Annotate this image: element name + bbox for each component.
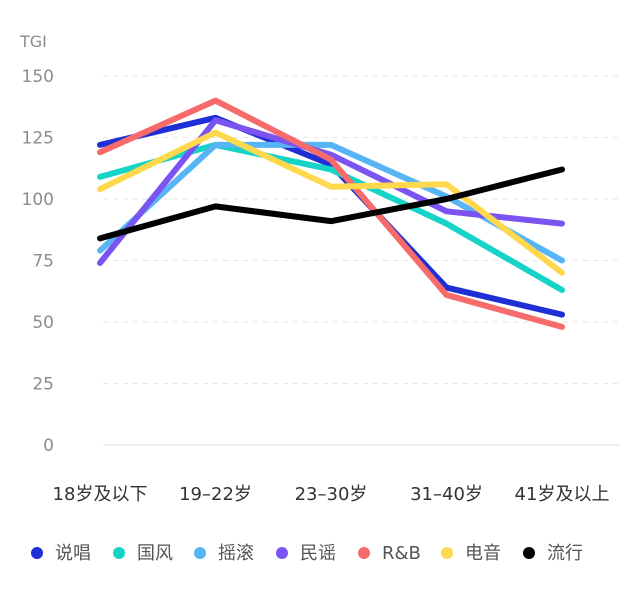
x-tick-label-1: 19–22岁: [179, 484, 252, 505]
y-tick-label-100: 100: [22, 190, 54, 210]
x-tick-label-0: 18岁及以下: [53, 484, 148, 505]
legend: 说唱 国风 摇滚 民谣 R&B 电音 流行: [31, 543, 583, 564]
y-tick-label-150: 150: [22, 67, 54, 87]
legend-label-0: 说唱: [55, 543, 91, 564]
legend-item-4: R&B: [358, 543, 421, 564]
legend-item-0: 说唱: [31, 543, 91, 564]
legend-label-4: R&B: [382, 543, 421, 564]
legend-marker-6: [523, 547, 535, 559]
y-tick-label-25: 25: [32, 375, 54, 395]
y-tick-label-50: 50: [32, 313, 54, 333]
legend-label-3: 民谣: [300, 543, 336, 564]
legend-marker-4: [358, 547, 370, 559]
legend-marker-3: [276, 547, 288, 559]
legend-marker-0: [31, 547, 43, 559]
legend-marker-2: [194, 547, 206, 559]
legend-label-6: 流行: [547, 543, 583, 564]
series-line-5: [97, 129, 565, 276]
legend-label-2: 摇滚: [218, 543, 254, 564]
y-tick-label-0: 0: [43, 436, 54, 456]
series-line-4: [97, 97, 565, 330]
series-line-1: [97, 141, 565, 294]
legend-item-3: 民谣: [276, 543, 336, 564]
legend-label-5: 电音: [465, 543, 501, 564]
series-lines: [97, 97, 565, 330]
x-tick-label-2: 23–30岁: [295, 484, 368, 505]
series-line-0: [97, 114, 565, 318]
y-axis-unit-label: TGI: [19, 32, 47, 51]
legend-item-5: 电音: [441, 543, 501, 564]
legend-item-1: 国风: [113, 543, 173, 564]
legend-label-1: 国风: [137, 543, 173, 564]
legend-marker-5: [441, 547, 453, 559]
y-axis-ticks: 0 25 50 75 100 125 150: [22, 67, 54, 456]
y-tick-label-75: 75: [32, 252, 54, 272]
series-line-3: [97, 117, 565, 266]
series-line-6: [97, 166, 565, 242]
legend-item-6: 流行: [523, 543, 583, 564]
y-tick-label-125: 125: [22, 129, 54, 149]
legend-marker-1: [113, 547, 125, 559]
x-axis-ticks: 18岁及以下 19–22岁 23–30岁 31–40岁 41岁及以上: [53, 484, 610, 505]
x-tick-label-4: 41岁及以上: [515, 484, 610, 505]
legend-item-2: 摇滚: [194, 543, 254, 564]
x-tick-label-3: 31–40岁: [410, 484, 483, 505]
